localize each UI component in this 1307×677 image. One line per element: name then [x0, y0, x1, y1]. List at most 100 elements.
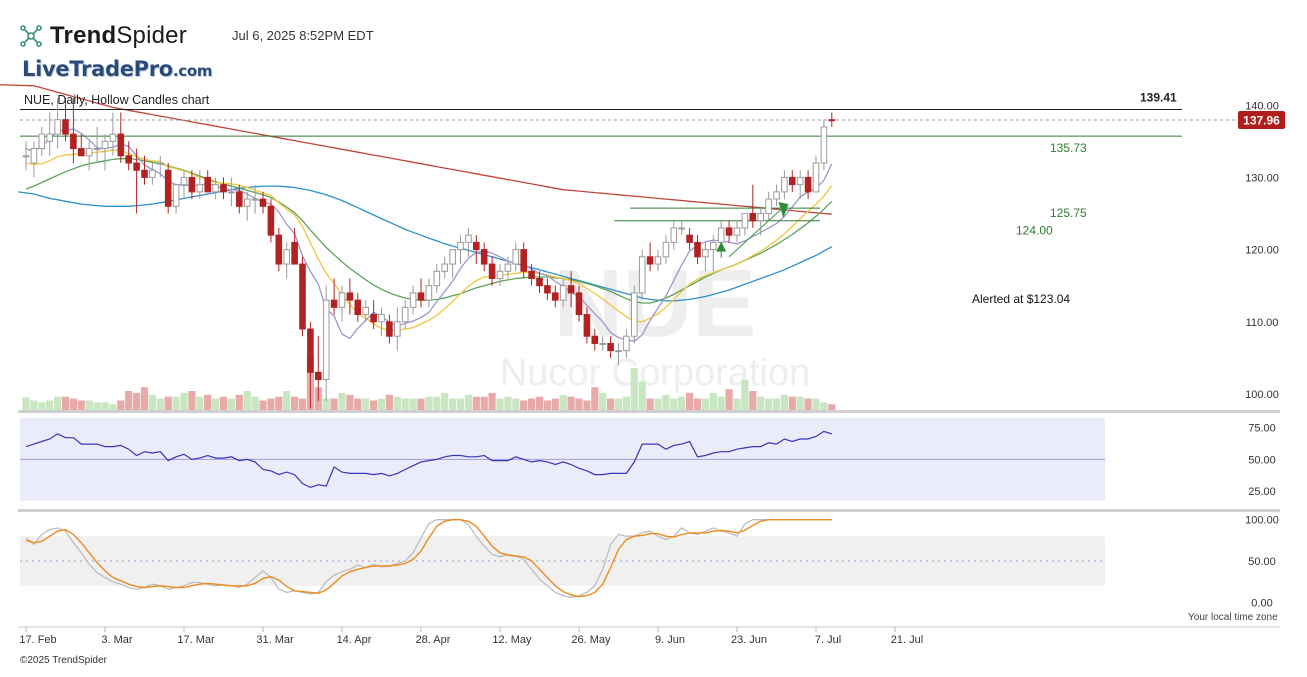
candle: [307, 321, 314, 409]
candle: [22, 141, 30, 171]
candle-body: [631, 292, 638, 337]
volume-bar: [172, 396, 180, 410]
candle-body: [330, 299, 338, 308]
candle: [559, 278, 567, 308]
candle: [804, 170, 812, 200]
candle: [354, 292, 362, 322]
trendline: [728, 205, 785, 258]
ma-red-line: [0, 84, 832, 215]
candle: [465, 227, 472, 257]
volume-bar: [30, 400, 38, 410]
candle-body: [196, 184, 204, 193]
level-label: 139.41: [1140, 91, 1177, 105]
candle-body: [307, 328, 314, 373]
local-time-note[interactable]: Your local time zone: [1188, 612, 1278, 623]
volume-bar: [551, 398, 559, 410]
volume-bar: [330, 398, 338, 410]
candle-body: [575, 292, 583, 316]
volume-bar: [812, 398, 820, 410]
candle-body: [559, 285, 567, 301]
candle: [480, 242, 488, 272]
candle: [188, 170, 196, 200]
candle: [378, 307, 385, 337]
candle: [85, 141, 93, 171]
time-tick-label: 23. Jun: [731, 634, 767, 646]
candle: [449, 249, 456, 279]
volume-bar: [196, 396, 204, 410]
candle-body: [141, 169, 148, 178]
candle: [591, 329, 599, 351]
candle-body: [212, 184, 219, 193]
candle-body: [536, 277, 543, 287]
volume-bar: [140, 387, 149, 410]
volume-bar: [275, 396, 283, 410]
candle: [212, 177, 219, 200]
time-tick-label: 28. Apr: [416, 634, 451, 646]
volume-bar: [567, 396, 575, 410]
candle-body: [702, 249, 709, 258]
candle-body: [789, 176, 796, 186]
volume-bar: [38, 402, 46, 410]
candle-body: [449, 249, 456, 265]
price-candles[interactable]: [22, 98, 836, 409]
candle-body: [583, 314, 591, 337]
time-tick-label: 9. Jun: [655, 634, 685, 646]
price-tick-label: 140.00: [1245, 100, 1279, 112]
candle-body: [544, 285, 551, 294]
candle-body: [488, 263, 496, 279]
candle: [236, 184, 243, 214]
volume-bar: [520, 400, 528, 410]
candle-body: [38, 133, 46, 150]
candle-body: [496, 270, 504, 279]
volume-bar: [243, 391, 251, 410]
volume-bar: [765, 398, 773, 410]
candle-body: [409, 292, 417, 308]
volume-bar: [686, 392, 694, 410]
candle: [575, 285, 583, 322]
candle-body: [243, 198, 251, 207]
volume-bar: [670, 398, 678, 410]
candle-body: [251, 198, 259, 201]
candle: [38, 126, 46, 156]
candle: [781, 170, 788, 200]
candle-body: [386, 321, 393, 337]
candle-body: [394, 321, 401, 337]
candle: [46, 112, 54, 156]
candle: [528, 264, 535, 286]
candle-body: [157, 162, 164, 165]
candle-body: [710, 241, 717, 251]
candle: [338, 285, 346, 322]
volume-bar: [725, 389, 733, 410]
candle-body: [133, 162, 140, 171]
volume-bar: [354, 398, 362, 410]
volume-bar: [54, 396, 62, 410]
candle-body: [291, 241, 298, 265]
volume-bar: [496, 398, 504, 410]
candle-body: [717, 227, 725, 243]
volume-bar: [267, 398, 275, 410]
trendspider-logo[interactable]: TrendSpider: [18, 22, 187, 50]
volume-bar: [449, 398, 457, 410]
candle: [757, 206, 765, 236]
stoch-tick-label: 50.00: [1248, 556, 1276, 568]
candle-body: [30, 148, 38, 164]
candle: [812, 155, 820, 193]
candle: [536, 271, 543, 293]
candle: [638, 249, 646, 301]
candle-body: [441, 263, 448, 272]
volume-bar: [85, 400, 93, 410]
volume-bar: [559, 394, 567, 410]
volume-bar: [322, 398, 330, 410]
company-watermark-text: Nucor Corporation: [500, 352, 810, 394]
candle: [583, 307, 591, 344]
candle-body: [22, 155, 30, 158]
candle: [686, 227, 693, 250]
candle: [599, 336, 607, 351]
candle-body: [236, 191, 243, 207]
volume-bar: [646, 398, 654, 410]
candle-body: [78, 148, 85, 157]
